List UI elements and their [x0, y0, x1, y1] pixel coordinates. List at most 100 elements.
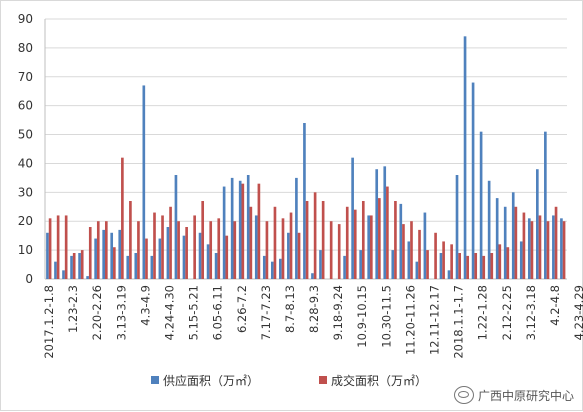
bar-supply: [527, 218, 531, 279]
x-tick-label: 4.3-4.9: [138, 285, 152, 326]
bar-deal: [297, 232, 301, 279]
bar-supply: [511, 192, 515, 279]
x-tick-label: 10.30-11.5: [379, 285, 393, 348]
bar-deal: [474, 253, 478, 279]
x-tick-label: 5.15-5.21: [187, 285, 201, 340]
x-tick-label: 11.20-11.26: [403, 285, 417, 355]
bar-supply: [303, 123, 306, 279]
bar-deal: [482, 255, 486, 279]
bar-supply: [359, 250, 362, 279]
bar-deal: [129, 201, 132, 279]
bar-deal: [281, 218, 285, 279]
bar-deal: [546, 221, 550, 279]
bar-deal: [153, 212, 156, 279]
bar-deal: [450, 244, 453, 279]
wechat-logo-icon: [453, 386, 474, 404]
bar-supply: [367, 215, 371, 279]
bar-deal: [257, 183, 261, 279]
bar-supply: [86, 276, 89, 279]
bar-supply: [78, 253, 81, 279]
x-tick-label: 1.22-1.28: [476, 285, 490, 340]
bar-deal: [121, 157, 124, 279]
bar-supply: [552, 215, 555, 279]
x-tick-label: 3.13-3.19: [114, 285, 128, 340]
y-tick-label: 0: [25, 272, 33, 286]
bar-supply: [536, 169, 539, 279]
bar-deal: [48, 218, 52, 279]
bar-supply: [519, 241, 523, 279]
bar-supply: [230, 177, 234, 279]
y-tick-label: 60: [18, 99, 33, 113]
bar-deal: [241, 183, 245, 279]
bar-supply: [142, 85, 146, 279]
bar-supply: [399, 203, 403, 279]
bar-supply: [439, 253, 443, 279]
bar-deal: [426, 250, 429, 279]
bar-supply: [118, 229, 122, 279]
x-tick-label: 12.11-12.17: [427, 285, 441, 355]
x-tick-label: 1.23-2.3: [66, 285, 80, 333]
bar-supply: [254, 215, 258, 279]
bar-deal: [378, 198, 381, 279]
bar-deal: [249, 206, 253, 279]
bar-supply: [222, 186, 226, 279]
bar-supply: [246, 175, 250, 279]
bar-deal: [313, 192, 317, 279]
bar-supply: [54, 261, 57, 279]
bar-deal: [442, 241, 445, 279]
bar-supply: [46, 232, 49, 279]
bar-deal: [177, 221, 180, 279]
bar-supply: [238, 180, 242, 279]
bar-supply: [158, 238, 162, 279]
bar-supply: [166, 227, 170, 279]
bar-deal: [193, 215, 196, 279]
bar-supply: [455, 175, 459, 279]
bar-supply: [70, 255, 73, 279]
bar-supply: [479, 131, 483, 279]
bar-deal: [88, 227, 92, 279]
bar-supply: [311, 273, 314, 279]
bar-deal: [96, 221, 100, 279]
bar-supply: [319, 250, 322, 279]
bar-supply: [287, 232, 290, 279]
legend-label: 供应面积（万㎡）: [163, 373, 259, 388]
bar-deal: [522, 212, 526, 279]
bar-supply: [62, 270, 65, 279]
bar-deal: [530, 221, 534, 279]
bar-deal: [169, 206, 172, 279]
bar-supply: [150, 255, 154, 279]
bar-deal: [161, 215, 164, 279]
bar-deal: [329, 221, 333, 279]
bar-deal: [321, 201, 325, 279]
bar-deal: [538, 215, 542, 279]
bar-deal: [80, 250, 84, 279]
x-tick-label: 8.7-8.13: [283, 285, 297, 333]
bar-supply: [126, 255, 130, 279]
bar-deal: [345, 206, 349, 279]
bar-supply: [375, 169, 379, 279]
y-tick-label: 30: [18, 185, 33, 199]
bar-supply: [487, 180, 491, 279]
x-tick-label: 6.26-7.2: [235, 285, 249, 333]
bar-deal: [289, 212, 293, 279]
watermark-text: 广西中原研究中心: [477, 388, 574, 403]
bar-deal: [233, 221, 237, 279]
bar-deal: [273, 206, 277, 279]
bar-deal: [265, 221, 269, 279]
bar-deal: [458, 253, 461, 279]
bar-supply: [495, 198, 499, 279]
bar-deal: [466, 255, 470, 279]
x-tick-label: 2018.1.1-1.7: [452, 285, 466, 359]
bar-supply: [463, 36, 467, 280]
y-tick-label: 80: [18, 41, 33, 55]
bar-deal: [554, 206, 558, 279]
bar-supply: [471, 82, 475, 279]
y-tick-label: 40: [18, 156, 33, 170]
bar-supply: [407, 241, 411, 279]
bar-deal: [56, 215, 60, 279]
bar-supply: [102, 229, 105, 279]
x-tick-label: 9.18-9.24: [331, 285, 345, 340]
bar-supply: [415, 261, 419, 279]
bar-deal: [370, 215, 373, 279]
